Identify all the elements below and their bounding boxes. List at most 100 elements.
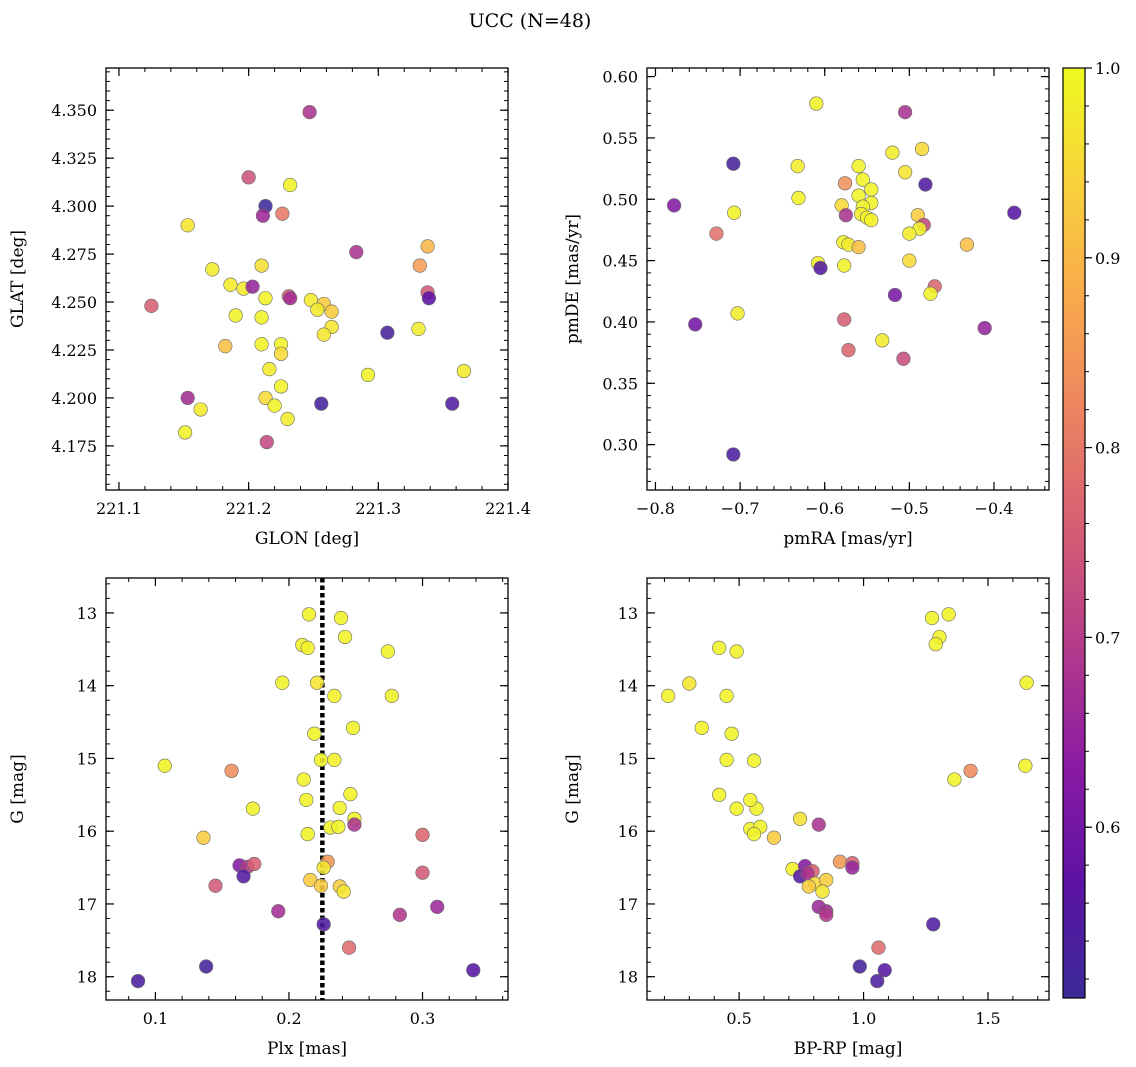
data-point — [347, 817, 362, 832]
data-point — [258, 291, 273, 306]
data-point — [877, 963, 892, 978]
y-tick-label: 0.35 — [602, 374, 638, 393]
x-tick-label: −0.4 — [975, 499, 1014, 518]
x-tick-label: 1.5 — [975, 1009, 1000, 1028]
data-point — [283, 177, 298, 193]
x-tick-label: 1.0 — [851, 1009, 876, 1028]
y-tick-label: 0.40 — [602, 313, 638, 332]
data-point — [430, 899, 445, 914]
data-point — [144, 298, 159, 313]
data-point — [241, 170, 256, 185]
data-point — [360, 367, 376, 383]
data-point — [852, 959, 867, 974]
axes-frame — [646, 577, 1050, 1001]
data-point — [283, 291, 298, 306]
data-point — [273, 346, 289, 361]
data-point — [923, 286, 938, 301]
y-tick-label: 16 — [618, 822, 638, 841]
data-point — [766, 830, 782, 845]
x-tick-label: −0.8 — [636, 499, 675, 518]
data-point — [412, 258, 427, 273]
data-point — [887, 287, 903, 303]
figure-title: UCC (N=48) — [469, 10, 592, 32]
y-tick-label: 17 — [77, 895, 97, 914]
colorbar: 0.6 0.7 0.8 0.9 1.0 — [1062, 59, 1120, 999]
data-point — [791, 190, 806, 206]
axes-frame — [646, 67, 1050, 491]
data-point — [832, 854, 848, 869]
panel-bprp-g: 0.5 1.0 1.5 13 14 15 16 17 18 BP-RP [mag] G [mag] — [563, 577, 1050, 1059]
y-tick-label: 0.30 — [602, 436, 638, 455]
data-point — [712, 640, 727, 655]
x-tick-label: 0.3 — [410, 1009, 435, 1028]
data-point — [666, 198, 682, 213]
data-point — [719, 688, 734, 703]
x-tick-label: 0.2 — [276, 1009, 301, 1028]
data-point — [300, 827, 315, 842]
data-point — [959, 237, 975, 252]
data-point — [349, 245, 364, 260]
data-point — [223, 277, 238, 292]
x-axis-label: BP-RP [mag] — [794, 1039, 903, 1059]
data-point — [331, 819, 346, 834]
data-point — [411, 321, 426, 336]
data-point — [254, 310, 269, 325]
data-point — [327, 752, 342, 767]
data-point — [205, 262, 220, 277]
data-point — [384, 688, 399, 703]
data-point — [864, 182, 879, 197]
colorbar-gradient — [1062, 67, 1086, 999]
data-point — [316, 917, 331, 932]
data-point — [196, 830, 211, 845]
data-point — [456, 363, 472, 379]
data-point — [730, 306, 745, 321]
data-point — [180, 390, 195, 406]
data-point — [336, 884, 351, 899]
data-point — [157, 758, 172, 773]
y-tick-label: 4.250 — [51, 293, 97, 312]
data-point — [977, 320, 992, 336]
data-point — [259, 434, 274, 450]
data-point — [420, 239, 435, 254]
colorbar-tick-label: 1.0 — [1095, 59, 1120, 78]
data-point — [855, 172, 870, 187]
data-point — [947, 772, 962, 787]
data-point — [178, 425, 193, 440]
data-point — [875, 333, 890, 348]
data-point — [299, 792, 314, 808]
data-point — [898, 105, 913, 120]
y-tick-label: 4.325 — [51, 149, 97, 168]
data-point — [726, 447, 741, 462]
data-point — [313, 878, 329, 893]
data-point — [661, 688, 676, 703]
data-point — [296, 772, 311, 787]
y-tick-label: 0.45 — [602, 252, 638, 271]
y-tick-label: 18 — [618, 968, 638, 987]
data-point — [724, 726, 739, 741]
data-point — [307, 726, 322, 741]
data-point — [819, 907, 834, 922]
data-point — [801, 879, 816, 894]
data-point — [729, 644, 744, 659]
data-point — [898, 165, 913, 180]
data-point — [316, 327, 331, 342]
data-point — [275, 675, 290, 690]
data-point — [851, 240, 866, 255]
data-point — [380, 325, 395, 340]
x-tick-label: 221.1 — [96, 499, 142, 518]
y-tick-label: 14 — [618, 677, 638, 696]
data-point — [837, 312, 852, 327]
y-axis-label: G [mag] — [8, 754, 28, 823]
data-point — [694, 720, 709, 735]
y-tick-label: 4.200 — [51, 389, 97, 408]
data-point — [727, 205, 742, 220]
axes-frame — [105, 67, 509, 491]
data-point — [341, 940, 357, 955]
data-point — [902, 253, 917, 268]
data-point — [845, 860, 860, 875]
y-tick-label: 4.350 — [51, 101, 97, 120]
data-point — [218, 339, 233, 354]
data-point — [324, 304, 339, 319]
data-point — [1007, 205, 1022, 220]
data-point — [896, 351, 911, 366]
